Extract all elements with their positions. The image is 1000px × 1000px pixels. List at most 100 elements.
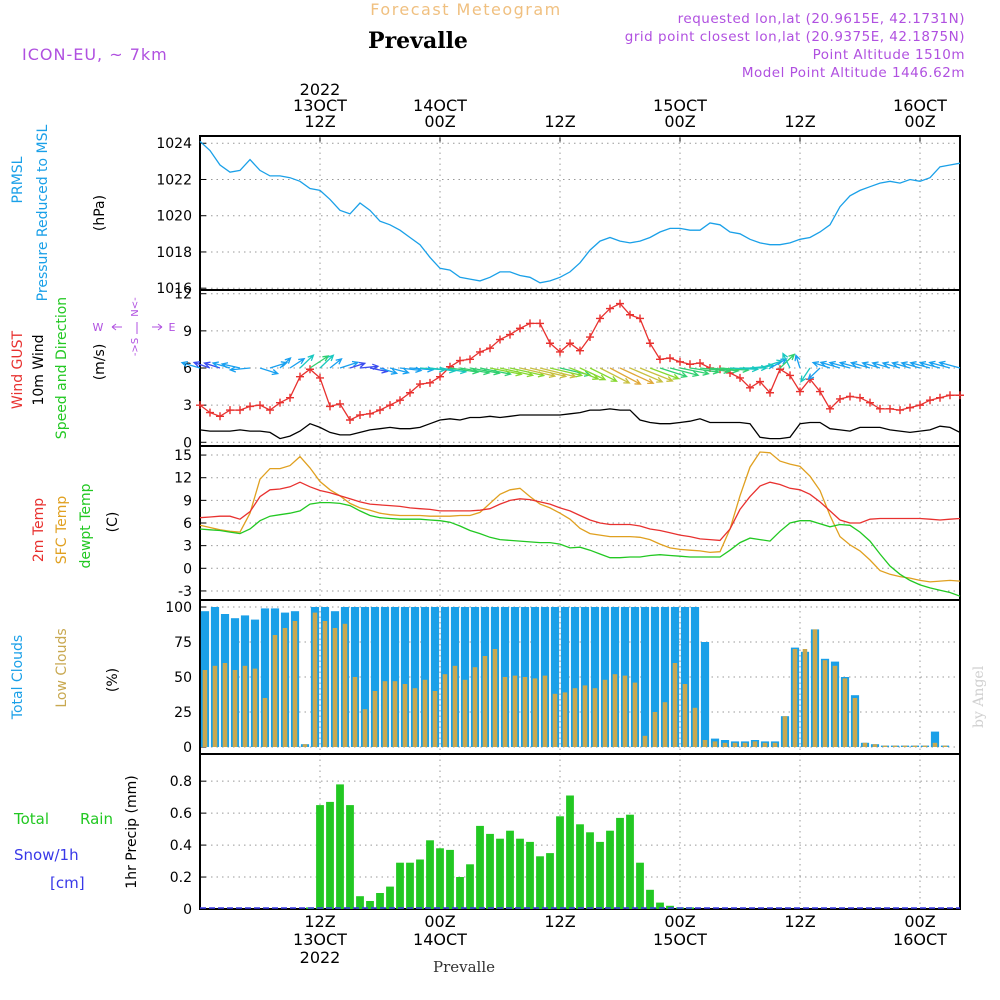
gust-marker [846, 392, 854, 401]
gust-marker [516, 324, 524, 333]
low-cloud-bar [492, 649, 498, 747]
rain-bar [496, 838, 504, 909]
gust-marker [606, 304, 614, 313]
low-cloud-bar [392, 681, 398, 747]
rain-bar [576, 824, 584, 909]
wind-direction-arrow [228, 366, 251, 373]
wind-direction-arrow [928, 360, 951, 369]
wind-direction-arrow [369, 367, 389, 374]
precip-label-cm: [cm] [50, 874, 85, 892]
gust-marker [556, 347, 564, 356]
y-tick-label: 3 [183, 398, 192, 414]
wind-direction-arrow [881, 361, 901, 369]
wind-direction-arrow [649, 367, 680, 380]
low-cloud-bar [582, 685, 588, 747]
wind-direction-arrow [409, 366, 435, 373]
rain-bar [356, 896, 364, 909]
gust-marker [386, 401, 394, 410]
gust-marker [456, 356, 464, 365]
low-cloud-bar [682, 684, 688, 747]
gust-marker [746, 383, 754, 392]
wind-direction-arrow [609, 367, 642, 385]
gust-marker [426, 378, 434, 387]
total-cloud-bar [410, 607, 420, 747]
gust-marker [436, 372, 444, 381]
bottom-time-label: 00Z [904, 912, 935, 931]
wind-direction-arrow [319, 354, 335, 369]
rain-bar [526, 841, 534, 909]
low-cloud-bar [872, 744, 878, 747]
wind-direction-arrow [938, 360, 961, 369]
gust-marker [276, 398, 284, 407]
low-cloud-bar [772, 742, 778, 747]
low-cloud-bar [882, 745, 888, 747]
low-cloud-bar [842, 678, 848, 747]
y-tick-label: 6 [183, 361, 192, 377]
wind-direction-arrow [629, 367, 664, 383]
low-cloud-bar [512, 675, 518, 747]
gust-marker [406, 388, 414, 397]
low-cloud-bar [252, 668, 258, 747]
gust-marker [356, 411, 364, 420]
y-tick-label: -3 [178, 584, 192, 600]
rain-bar [386, 886, 394, 909]
gust-marker [366, 409, 374, 418]
model-label: ICON-EU, ~ 7km [22, 45, 168, 64]
gust-marker [226, 406, 234, 415]
gust-marker [346, 416, 354, 424]
total-cloud-bar [560, 607, 570, 747]
total-cloud-bar [580, 607, 590, 747]
low-cloud-bar [932, 742, 938, 747]
low-cloud-bar [462, 679, 468, 747]
y-tick-label: 25 [174, 705, 192, 721]
gust-marker [696, 359, 704, 368]
gust-marker [416, 380, 424, 389]
gust-marker [756, 377, 764, 386]
bottom-time-label: 13OCT [293, 930, 347, 949]
wind-direction-arrow [679, 367, 710, 376]
gust-marker [666, 354, 674, 363]
bottom-time-label: 2022 [300, 948, 341, 967]
wind-direction-arrow [569, 367, 600, 380]
precip-label-unit: 1hr Precip (mm) [124, 775, 140, 888]
y-tick-label: 0 [183, 902, 192, 918]
pressure-label-unit: (hPa) [92, 195, 108, 231]
gust-marker [566, 339, 574, 348]
pressure-panel: 1016 1018 1020 1022 1024 PRMSL Pressure Reduce… [10, 124, 961, 301]
low-cloud-bar [472, 667, 478, 747]
low-cloud-bar [862, 742, 868, 747]
gust-marker [236, 406, 244, 415]
rain-bar [396, 862, 404, 909]
gust-marker [936, 393, 944, 402]
low-cloud-bar [912, 745, 918, 747]
y-tick-label: 0.4 [170, 838, 192, 854]
total-cloud-bar [430, 607, 440, 747]
low-cloud-bar [732, 742, 738, 747]
total-cloud-bar [460, 607, 470, 747]
gust-marker [796, 387, 804, 396]
rain-bar [506, 830, 514, 909]
compass-south-label: ->S [130, 338, 141, 356]
y-tick-label: 1016 [156, 281, 192, 297]
panel-frame [199, 135, 961, 291]
gust-marker [686, 360, 694, 369]
requested-coords: requested lon,lat (20.9615E, 42.1731N) [678, 11, 965, 27]
gust-marker [246, 402, 254, 411]
y-tick-label: 9 [183, 324, 192, 340]
gust-marker [496, 335, 504, 344]
low-cloud-bar [892, 745, 898, 747]
y-tick-label: 75 [174, 635, 192, 651]
clouds-label-total: Total Clouds [10, 635, 26, 720]
temp-label-sfc: SFC Temp [54, 496, 70, 565]
low-cloud-bar [352, 677, 358, 747]
y-tick-label: 1018 [156, 245, 192, 261]
low-cloud-bar [362, 709, 368, 747]
gust-marker [596, 314, 604, 323]
precip-label-rain: Rain [80, 810, 113, 828]
low-cloud-bar [572, 688, 578, 747]
temp-label-2m: 2m Temp [31, 498, 47, 562]
low-cloud-bar [532, 678, 538, 747]
low-cloud-bar [592, 688, 598, 747]
low-cloud-bar [232, 670, 238, 747]
